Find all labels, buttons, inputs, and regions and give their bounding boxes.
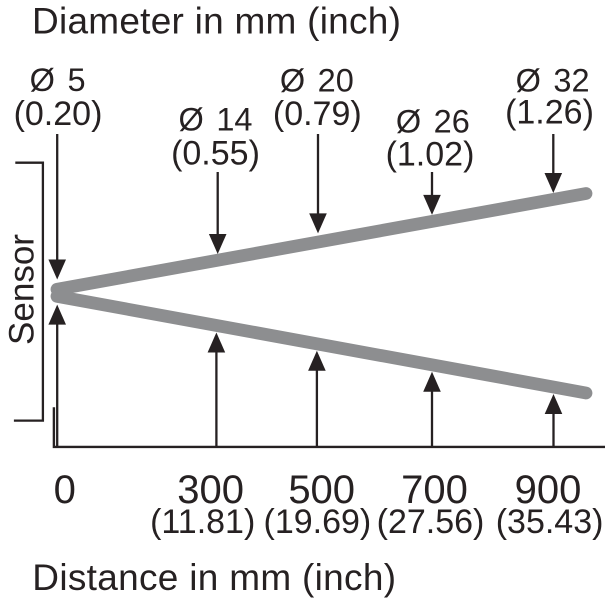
svg-text:Ø 26: Ø 26	[396, 104, 470, 140]
svg-text:(11.81): (11.81)	[150, 503, 255, 541]
svg-text:500: 500	[288, 468, 355, 512]
svg-text:Distance in mm (inch): Distance in mm (inch)	[32, 557, 396, 598]
svg-text:(19.69): (19.69)	[264, 503, 372, 541]
svg-text:Sensor: Sensor	[3, 234, 42, 345]
svg-text:(0.79): (0.79)	[273, 95, 362, 133]
svg-text:(0.20): (0.20)	[14, 95, 103, 133]
svg-text:Ø 5: Ø 5	[30, 62, 86, 98]
svg-text:700: 700	[401, 468, 468, 512]
svg-text:900: 900	[515, 468, 582, 512]
svg-text:0: 0	[54, 468, 76, 512]
svg-text:Ø 32: Ø 32	[516, 63, 590, 99]
svg-text:(27.56): (27.56)	[377, 503, 485, 541]
svg-text:300: 300	[177, 468, 244, 512]
svg-text:(35.43): (35.43)	[496, 503, 604, 541]
svg-text:(1.26): (1.26)	[505, 94, 594, 132]
svg-text:(0.55): (0.55)	[171, 135, 260, 173]
svg-text:Ø 20: Ø 20	[280, 62, 354, 98]
svg-text:Diameter in mm (inch): Diameter in mm (inch)	[32, 1, 401, 42]
svg-text:(1.02): (1.02)	[386, 136, 475, 174]
svg-text:Ø 14: Ø 14	[179, 102, 253, 138]
